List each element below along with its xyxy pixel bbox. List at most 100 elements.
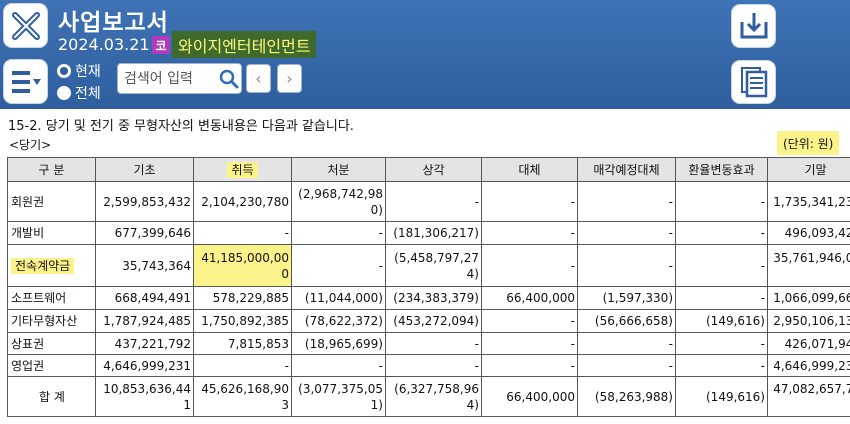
period-label: <당기> <box>9 138 52 152</box>
table-cell: - <box>385 181 482 222</box>
table-cell: (1,597,330) <box>577 286 676 310</box>
row-label: 개발비 <box>7 221 96 245</box>
table-cell: (234,383,379) <box>385 286 482 310</box>
table-cell: - <box>481 309 578 333</box>
table-cell: - <box>193 354 292 377</box>
total-label: 합 계 <box>7 376 96 417</box>
table-cell: - <box>193 221 292 245</box>
table-cell: 677,399,646 <box>95 221 194 245</box>
search-box <box>117 63 242 94</box>
col-header-held-for-sale: 매각예정대체 <box>577 157 676 182</box>
intangible-assets-table: 구 분 기초 취득 처분 상각 대체 매각예정대체 환율변동효과 기말 회원권 … <box>7 157 850 417</box>
radio-current[interactable]: 현재 <box>57 61 101 81</box>
table-cell: 1,787,924,485 <box>95 309 194 333</box>
radio-all-dot[interactable] <box>57 86 71 100</box>
table-row: 개발비 677,399,646 - - (181,306,217) - - - … <box>7 221 850 245</box>
report-title: 사업보고서 <box>58 10 169 36</box>
table-cell: - <box>385 332 482 355</box>
col-header-ending: 기말 <box>767 157 850 182</box>
search-icon[interactable] <box>218 68 240 90</box>
next-result-button[interactable]: › <box>277 64 302 93</box>
table-cell: - <box>481 354 578 377</box>
table-cell: 4,646,999,231 <box>767 354 850 377</box>
close-button[interactable] <box>3 3 48 48</box>
table-cell: 2,950,106,130 <box>767 309 850 333</box>
radio-current-label: 현재 <box>75 64 101 80</box>
col-header-transfer: 대체 <box>481 157 578 182</box>
row-label: 소프트웨어 <box>7 286 96 310</box>
table-cell: (56,666,658) <box>577 309 676 333</box>
menu-dropdown-icon <box>11 70 41 93</box>
row-label: 전속계약금 <box>7 244 96 287</box>
radio-current-dot[interactable] <box>57 64 71 78</box>
prev-result-button[interactable]: ‹ <box>246 64 271 93</box>
table-cell: - <box>385 354 482 377</box>
col-header-fx-effect: 환율변동효과 <box>675 157 768 182</box>
table-cell: (18,965,699) <box>291 332 386 355</box>
table-cell: (11,044,000) <box>291 286 386 310</box>
search-input[interactable] <box>124 70 216 87</box>
col-header-acquisition-label: 취득 <box>227 162 258 178</box>
table-cell: - <box>577 221 676 245</box>
menu-button[interactable] <box>3 59 48 104</box>
table-cell: 47,082,657,725 <box>767 376 850 417</box>
table-cell: (453,272,094) <box>385 309 482 333</box>
table-cell: - <box>577 332 676 355</box>
document-list-button[interactable] <box>731 60 776 104</box>
table-cell: - <box>481 221 578 245</box>
row-label: 상표권 <box>7 332 96 355</box>
table-cell: 2,599,853,432 <box>95 181 194 222</box>
table-cell: - <box>577 354 676 377</box>
table-cell: - <box>291 354 386 377</box>
table-row: 전속계약금 35,743,364 41,185,000,000 - (5,458… <box>7 244 850 287</box>
table-cell: 578,229,885 <box>193 286 292 310</box>
table-cell: - <box>675 354 768 377</box>
table-cell: 1,750,892,385 <box>193 309 292 333</box>
close-icon <box>11 11 40 40</box>
download-icon <box>740 13 767 39</box>
table-row: 상표권 437,221,792 7,815,853 (18,965,699) -… <box>7 332 850 355</box>
table-cell: - <box>675 181 768 222</box>
table-row: 기타무형자산 1,787,924,485 1,750,892,385 (78,6… <box>7 309 850 333</box>
table-row: 소프트웨어 668,494,491 578,229,885 (11,044,00… <box>7 286 850 310</box>
table-cell: 496,093,429 <box>767 221 850 245</box>
table-cell: (149,616) <box>675 376 768 417</box>
col-header-amortization: 상각 <box>385 157 482 182</box>
report-date: 2024.03.21 <box>58 35 150 54</box>
col-header-acquisition: 취득 <box>193 157 292 182</box>
table-header-row: 구 분 기초 취득 처분 상각 대체 매각예정대체 환율변동효과 기말 <box>7 157 850 182</box>
table-cell: 66,400,000 <box>481 376 578 417</box>
table-cell: 35,743,364 <box>95 244 194 287</box>
table-cell: 668,494,491 <box>95 286 194 310</box>
table-cell: - <box>675 244 768 287</box>
table-cell: - <box>291 244 386 287</box>
table-row: 영업권 4,646,999,231 - - - - - - 4,646,999,… <box>7 354 850 377</box>
table-cell: - <box>675 221 768 245</box>
radio-all[interactable]: 전체 <box>57 83 101 103</box>
table-total-row: 합 계 10,853,636,441 45,626,168,903 (3,077… <box>7 376 850 417</box>
market-badge: 코 <box>152 36 170 54</box>
table-cell: 4,646,999,231 <box>95 354 194 377</box>
table-cell: (181,306,217) <box>385 221 482 245</box>
table-cell: - <box>577 181 676 222</box>
document-list-icon <box>740 67 767 98</box>
table-cell: 437,221,792 <box>95 332 194 355</box>
table-cell: 2,104,230,780 <box>193 181 292 222</box>
table-cell: 1,735,341,232 <box>767 181 850 222</box>
table-cell: - <box>481 332 578 355</box>
company-name: 와이지엔터테인먼트 <box>172 31 317 58</box>
table-cell: - <box>291 221 386 245</box>
unit-label: (단위: 원) <box>777 131 840 155</box>
table-cell-highlighted: 41,185,000,000 <box>193 244 292 287</box>
table-cell: 45,626,168,903 <box>193 376 292 417</box>
table-cell: - <box>675 332 768 355</box>
table-cell: (78,622,372) <box>291 309 386 333</box>
row-label: 영업권 <box>7 354 96 377</box>
col-header-beginning: 기초 <box>95 157 194 182</box>
table-cell: (3,077,375,051) <box>291 376 386 417</box>
col-header-disposal: 처분 <box>291 157 386 182</box>
table-cell: - <box>481 181 578 222</box>
download-button[interactable] <box>731 4 776 48</box>
table-cell: - <box>481 244 578 287</box>
section-title: 15-2. 당기 및 전기 중 무형자산의 변동내용은 다음과 같습니다. <box>8 119 354 134</box>
